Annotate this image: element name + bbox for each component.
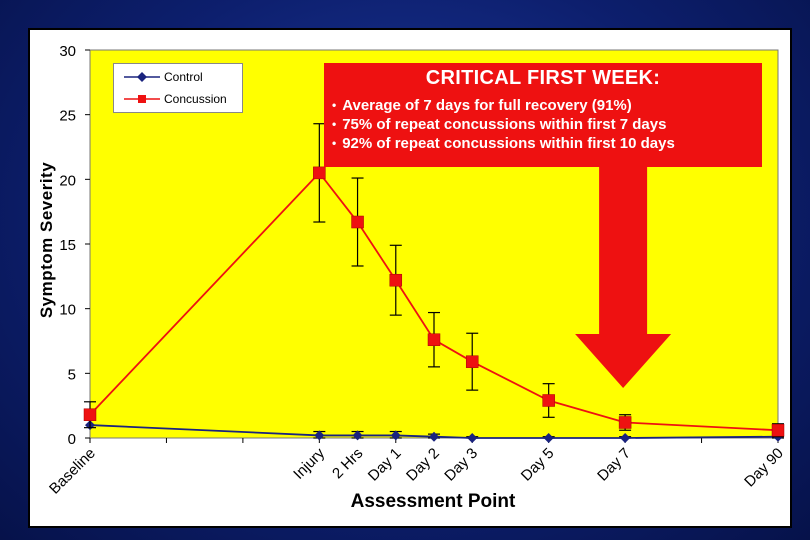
callout-title: CRITICAL FIRST WEEK: xyxy=(425,67,661,89)
x-axis-label: Assessment Point xyxy=(351,491,516,512)
legend-item-control: Control xyxy=(114,68,242,88)
data-point-control xyxy=(620,433,631,443)
x-category-label: Day 90 xyxy=(741,445,787,491)
callout-bullet: 92% of repeat concussions within first 1… xyxy=(332,134,762,153)
x-category-label: Day 3 xyxy=(441,445,481,485)
y-tick-label: 20 xyxy=(59,172,76,189)
x-category-label: 2 Hrs xyxy=(329,445,366,482)
data-point-concussion xyxy=(427,333,441,346)
data-point-concussion xyxy=(771,423,785,437)
x-category-label: Day 1 xyxy=(365,445,405,485)
y-tick-label: 0 xyxy=(68,431,76,448)
data-point-concussion xyxy=(542,394,555,407)
data-point-control xyxy=(352,430,363,441)
data-point-concussion xyxy=(83,408,97,421)
data-point-concussion xyxy=(313,166,326,180)
data-point-control xyxy=(543,433,554,443)
data-point-control xyxy=(467,433,478,443)
legend-label-concussion: Concussion xyxy=(164,92,227,106)
chart-legend: Control Concussion xyxy=(113,63,243,113)
callout-bullet: Average of 7 days for full recovery (91%… xyxy=(332,96,762,115)
y-tick-label: 10 xyxy=(59,302,76,319)
x-category-label: Injury xyxy=(290,444,328,482)
data-point-control xyxy=(390,430,401,441)
x-category-label: Day 2 xyxy=(403,445,443,485)
x-category-label: Baseline xyxy=(46,445,99,498)
y-tick-label: 30 xyxy=(59,43,76,60)
x-category-label: Day 7 xyxy=(594,445,634,485)
legend-swatch-concussion xyxy=(124,95,160,103)
data-point-concussion xyxy=(465,355,479,368)
data-point-control xyxy=(429,431,439,442)
legend-swatch-control xyxy=(124,72,160,82)
y-tick-label: 25 xyxy=(59,108,76,125)
callout-down-arrow xyxy=(575,167,672,388)
callout-bullet-list: Average of 7 days for full recovery (91%… xyxy=(324,96,762,153)
y-tick-label: 15 xyxy=(59,237,76,254)
legend-label-control: Control xyxy=(164,70,203,84)
data-point-concussion xyxy=(351,215,364,229)
data-point-concussion xyxy=(618,416,632,429)
legend-item-concussion: Concussion xyxy=(114,90,242,110)
critical-first-week-callout: CRITICAL FIRST WEEK: Average of 7 days f… xyxy=(324,63,762,167)
data-point-control xyxy=(314,430,325,441)
y-axis-label: Symptom Severity xyxy=(37,162,56,318)
x-category-label: Day 5 xyxy=(518,445,558,485)
data-point-concussion xyxy=(389,273,403,287)
y-tick-label: 5 xyxy=(68,366,76,383)
callout-bullet: 75% of repeat concussions within first 7… xyxy=(332,115,762,134)
